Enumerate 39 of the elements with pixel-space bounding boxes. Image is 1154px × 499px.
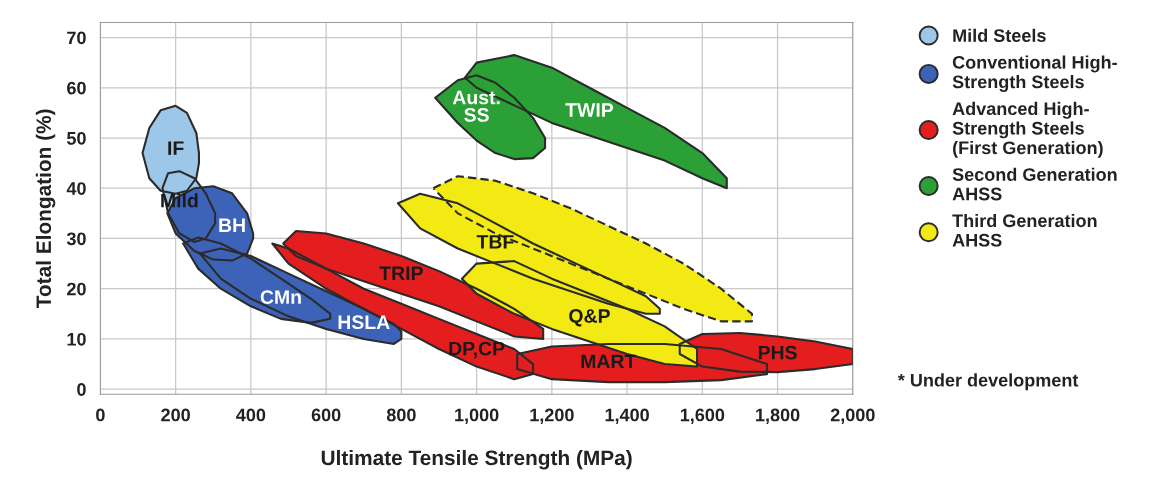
x-tick-label: 1,400 <box>605 408 649 424</box>
annotation: PHS <box>758 345 797 360</box>
y-tick-label: 40 <box>66 182 86 195</box>
y-tick-label: 10 <box>67 332 86 346</box>
text: * Under development <box>897 373 1079 391</box>
x-tick-label: 0 <box>96 408 105 422</box>
y-tick-label: 50 <box>66 131 86 145</box>
x-tick-label: 1,200 <box>530 408 574 424</box>
x-tick-label: 1,800 <box>756 408 800 424</box>
y-tick-label: 70 <box>67 31 86 45</box>
annotation: TBF <box>476 235 514 249</box>
annotation: MART <box>581 354 637 369</box>
y-tick-label: 60 <box>67 81 86 95</box>
x-axis-title: Ultimate Tensile Strength (MPa) <box>321 449 632 470</box>
legend-label: Second Generation AHSS <box>952 167 1117 201</box>
legend-label: Conventional High- Strength Steels <box>952 55 1117 92</box>
x-tick-label: 400 <box>236 408 266 422</box>
annotation: TRIP <box>379 266 423 280</box>
y-tick-label: 20 <box>67 282 86 296</box>
annotation: Aust. SS <box>452 90 500 122</box>
x-tick-label: 200 <box>161 408 190 422</box>
legend-label: Advanced High- Strength Steels (First Generation) <box>952 101 1103 158</box>
x-tick-label: 2,000 <box>830 408 875 424</box>
y-tick-label: 0 <box>77 383 86 396</box>
annotation: CMn <box>260 290 301 304</box>
annotation: BH <box>219 218 245 232</box>
legend-label: Third Generation AHSS <box>952 213 1097 247</box>
x-tick-label: 800 <box>386 408 416 422</box>
annotation: Q&P <box>569 309 610 327</box>
x-tick-label: 1,000 <box>455 408 499 424</box>
legend-label: Mild Steels <box>953 28 1046 42</box>
annotation: DP,CP <box>449 341 505 359</box>
annotation: HSLA <box>338 315 390 330</box>
x-tick-label: 1,600 <box>680 408 725 424</box>
x-tick-label: 600 <box>311 408 341 422</box>
y-axis-title: Total Elongation (%) <box>35 109 56 309</box>
annotation: IF <box>168 141 184 155</box>
y-tick-label: 30 <box>66 232 86 246</box>
annotation: TWIP <box>565 103 614 117</box>
